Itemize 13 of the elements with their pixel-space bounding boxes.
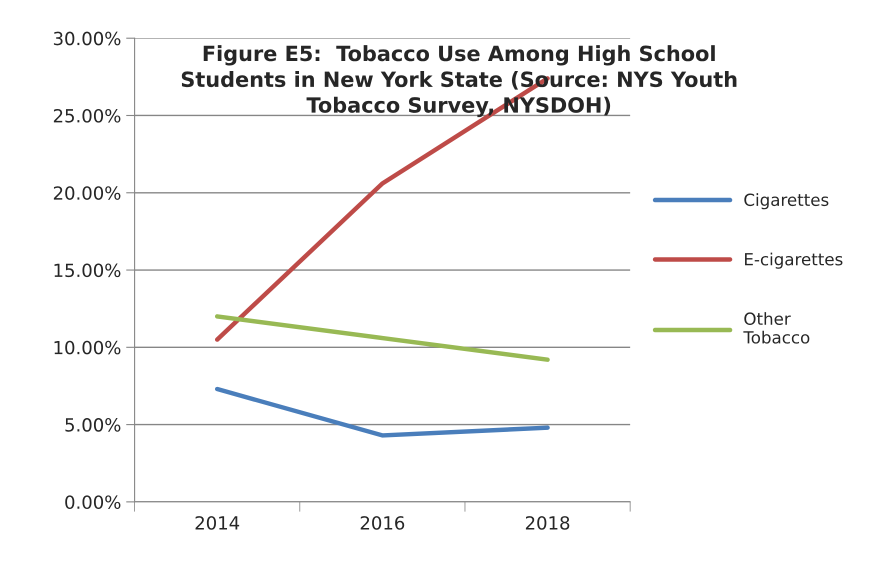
x-tick-label: 2014	[196, 516, 240, 530]
y-tick-label: 10.00%	[54, 340, 120, 354]
legend-label: Other Tobacco	[743, 312, 810, 344]
legend-label: Cigarettes	[744, 193, 828, 210]
legend-label: E-cigarettes	[745, 252, 842, 269]
x-tick-label: 2016	[360, 516, 404, 530]
y-tick-label: 5.00%	[65, 418, 120, 432]
y-tick-label: 15.00%	[54, 264, 120, 278]
y-tick-label: 20.00%	[54, 186, 120, 200]
y-tick-label: 0.00%	[65, 495, 120, 509]
x-tick-label: 2018	[526, 516, 570, 530]
y-tick-label: 25.00%	[54, 108, 120, 123]
y-tick-label: 30.00%	[54, 32, 120, 46]
